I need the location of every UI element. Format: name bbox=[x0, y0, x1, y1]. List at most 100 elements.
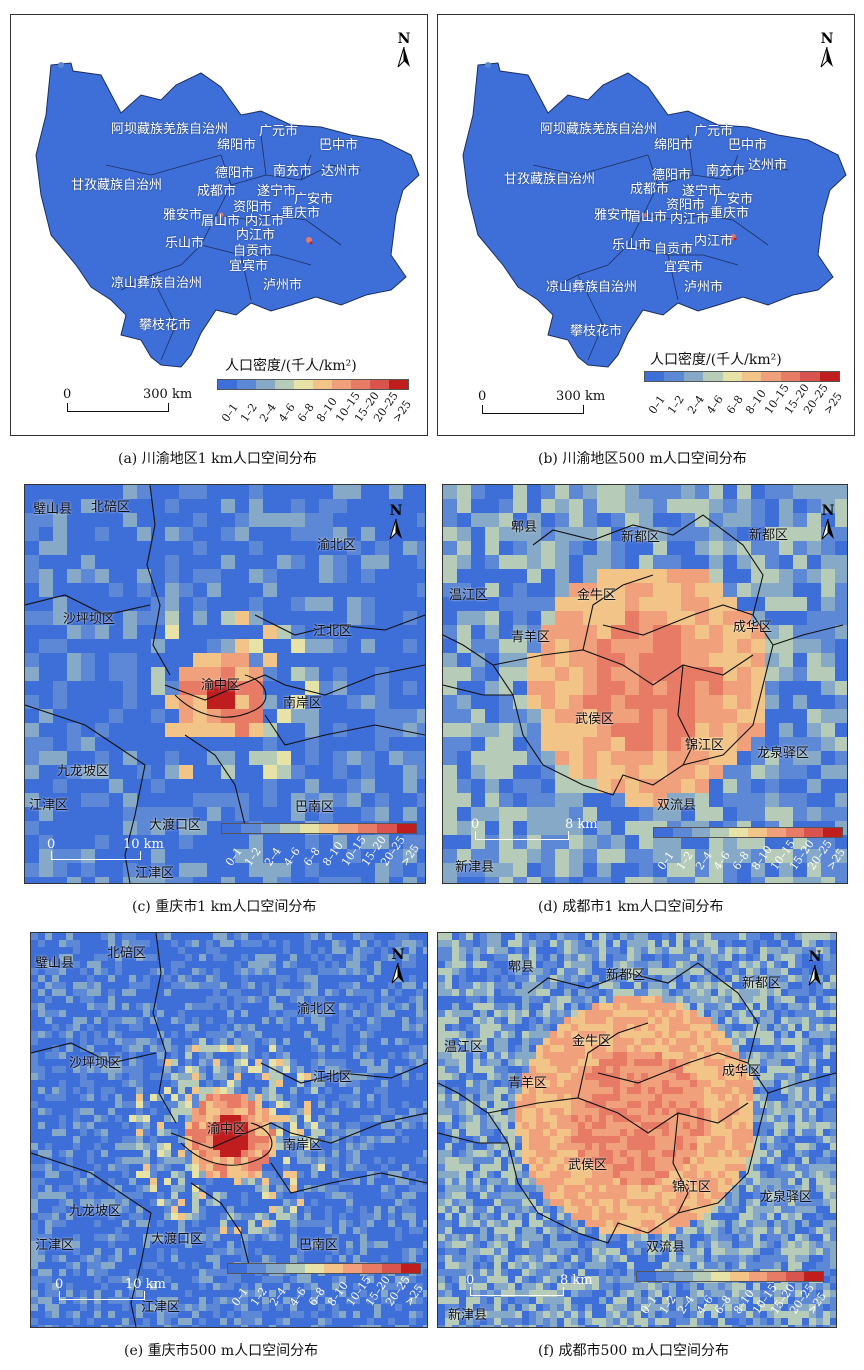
district-label: 璧山县 bbox=[35, 956, 75, 971]
legend-color-ramp bbox=[653, 827, 843, 838]
legend-tick-label: 6–8 bbox=[305, 1285, 328, 1309]
region-label: 成都市 bbox=[197, 184, 237, 199]
legend-swatch bbox=[819, 372, 840, 381]
district-label: 新津县 bbox=[455, 860, 495, 875]
legend-tick-label: 0–1 bbox=[638, 1293, 660, 1317]
legend-swatch bbox=[370, 380, 389, 389]
region-label: 眉山市 bbox=[628, 210, 668, 225]
legend-swatch bbox=[655, 1272, 675, 1281]
legend-tick-label: 1–2 bbox=[242, 845, 265, 869]
district-label: 双流县 bbox=[657, 798, 697, 813]
district-label: 巴南区 bbox=[299, 1238, 339, 1253]
legend-swatch bbox=[237, 380, 256, 389]
region-label: 眉山市 bbox=[201, 214, 241, 229]
legend-tick-label: 4–6 bbox=[276, 401, 298, 425]
legend-tick-label: 0–1 bbox=[223, 845, 245, 869]
legend-tick-label: 2–4 bbox=[261, 845, 284, 869]
legend-swatch bbox=[800, 372, 820, 381]
district-label: 金牛区 bbox=[577, 588, 617, 603]
region-label: 资阳市 bbox=[666, 198, 706, 213]
region-label: 德阳市 bbox=[652, 168, 692, 183]
legend-swatch bbox=[654, 828, 673, 837]
legend-swatch bbox=[711, 1272, 730, 1281]
legend-title: 人口密度/(千人/km²) bbox=[225, 358, 357, 374]
legend-swatch bbox=[823, 828, 842, 837]
legend-tick-label: 6–8 bbox=[712, 1293, 735, 1317]
region-label: 资阳市 bbox=[233, 200, 273, 215]
north-arrow-icon: N bbox=[393, 31, 415, 71]
scale-zero: 0 bbox=[471, 817, 480, 832]
legend-swatch bbox=[400, 1264, 421, 1273]
legend-ticks: 0–1 1–2 2–4 4–6 6–8 8–10 10–15 15–20 20–25 >25 bbox=[217, 390, 414, 425]
sichuan-chongqing-map-500m bbox=[462, 62, 847, 368]
legend-color-ramp bbox=[217, 379, 409, 390]
district-label: 郫县 bbox=[508, 960, 535, 975]
legend-swatch bbox=[645, 372, 665, 381]
legend-tick-label: 0–1 bbox=[219, 401, 241, 425]
region-label: 乐山市 bbox=[165, 236, 205, 251]
region-label: 攀枝花市 bbox=[570, 324, 623, 339]
legend-swatch bbox=[343, 1264, 363, 1273]
legend-swatch bbox=[377, 824, 397, 833]
legend-ticks: 0–1 1–2 2–4 4–6 6–8 8–10 10–15 15–20 20–25 >25 bbox=[644, 382, 845, 417]
legend-swatch bbox=[710, 828, 730, 837]
region-label: 成都市 bbox=[630, 182, 670, 197]
legend-tick-label: 8–10 bbox=[320, 839, 346, 869]
region-label: 自贡市 bbox=[233, 244, 273, 259]
region-label: 遂宁市 bbox=[257, 184, 297, 199]
legend-ticks: 0–1 1–2 2–4 4–6 6–8 8–10 10–15 15–20 20–25 >25 bbox=[227, 1274, 426, 1309]
legend-swatch bbox=[324, 1264, 344, 1273]
legend-swatch bbox=[381, 1264, 401, 1273]
region-label: 绵阳市 bbox=[217, 138, 257, 153]
legend-swatch bbox=[674, 1272, 693, 1281]
legend-tick-label: 8–10 bbox=[749, 843, 775, 873]
region-label: 雅安市 bbox=[163, 208, 203, 223]
region-label: 自贡市 bbox=[654, 242, 694, 257]
legend-swatch bbox=[767, 1272, 786, 1281]
legend-ticks: 0–1 1–2 2–4 4–6 6–8 8–10 10–15 15–20 20–25 >25 bbox=[636, 1282, 829, 1317]
district-label: 大渡口区 bbox=[151, 1232, 204, 1247]
district-label: 新津县 bbox=[448, 1308, 488, 1323]
region-label: 广安市 bbox=[294, 192, 334, 207]
region-label: 泸州市 bbox=[684, 280, 724, 295]
district-label: 新都区 bbox=[742, 976, 782, 991]
legend-swatch bbox=[285, 1264, 305, 1273]
district-label: 成华区 bbox=[722, 1064, 762, 1079]
district-label: 双流县 bbox=[646, 1240, 686, 1255]
scale-end: 8 km bbox=[565, 817, 598, 832]
legend-tick-label: 4–6 bbox=[286, 1285, 309, 1309]
legend-swatch bbox=[729, 828, 748, 837]
scale-bar bbox=[482, 405, 584, 414]
legend-tick-label: 0–1 bbox=[655, 849, 677, 873]
legend-swatch bbox=[692, 1272, 712, 1281]
district-label: 新都区 bbox=[606, 968, 646, 983]
district-label: 北碚区 bbox=[91, 500, 131, 515]
map-panel-c: 璧山县 北碚区 渝北区 沙坪坝区 江北区 渝中区 南岸区 九龙坡区 江津区 巴南… bbox=[24, 484, 426, 884]
region-label: 巴中市 bbox=[728, 138, 768, 153]
legend-swatch bbox=[222, 824, 242, 833]
region-label: 重庆市 bbox=[281, 206, 321, 221]
legend-swatch bbox=[275, 380, 294, 389]
legend-swatch bbox=[362, 1264, 382, 1273]
legend-tick-label: 8–10 bbox=[731, 1287, 757, 1317]
region-label: 南充市 bbox=[706, 164, 746, 179]
region-label: 阿坝藏族羌族自治州 bbox=[111, 122, 229, 137]
legend-swatch bbox=[389, 380, 408, 389]
district-label: 巴南区 bbox=[295, 800, 335, 815]
region-label: 宜宾市 bbox=[229, 259, 269, 274]
legend-swatch bbox=[294, 380, 313, 389]
legend-ticks: 0–1 1–2 2–4 4–6 6–8 8–10 10–15 15–20 20–25 >25 bbox=[653, 838, 847, 873]
district-label: 江北区 bbox=[313, 1070, 353, 1085]
north-arrow-icon: N bbox=[387, 947, 409, 987]
scale-bar bbox=[475, 831, 569, 840]
legend-tick-label: 1–2 bbox=[673, 849, 696, 873]
legend-swatch bbox=[260, 824, 281, 833]
legend-tick-label: 8–10 bbox=[325, 1279, 351, 1309]
scale-end: 10 km bbox=[123, 837, 164, 852]
legend-swatch bbox=[722, 372, 743, 381]
region-label: 达州市 bbox=[748, 158, 788, 173]
region-label: 南充市 bbox=[273, 164, 313, 179]
region-label: 内江市 bbox=[694, 234, 734, 249]
legend-tick-label: 1–2 bbox=[238, 401, 260, 425]
district-label: 沙坪坝区 bbox=[63, 612, 116, 627]
